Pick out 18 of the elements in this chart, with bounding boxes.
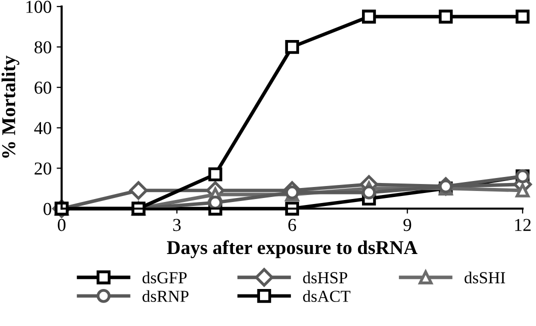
x-tick-label: 9 [403, 218, 412, 232]
y-tick-label: 100 [26, 0, 52, 13]
y-tick-label: 0 [44, 202, 52, 216]
x-axis-title: Days after exposure to dsRNA [166, 240, 418, 258]
y-tick-label: 60 [34, 82, 52, 94]
y-tick-label: 80 [34, 41, 52, 54]
legend-label: dsGFP [142, 272, 187, 284]
y-axis-title: % Mortality [2, 56, 20, 158]
x-tick-label: 3 [173, 218, 181, 232]
legend-label: dsRNP [142, 290, 188, 302]
x-tick-label: 0 [58, 218, 66, 232]
y-tick-label: 20 [34, 162, 52, 175]
legend-label: dsSHI [464, 272, 506, 284]
y-tick-label: 40 [34, 122, 52, 134]
x-tick-label: 6 [288, 218, 296, 232]
legend-label: dsHSP [303, 272, 348, 284]
x-tick-label: 12 [515, 218, 531, 231]
legend-label: dsACT [303, 290, 350, 302]
